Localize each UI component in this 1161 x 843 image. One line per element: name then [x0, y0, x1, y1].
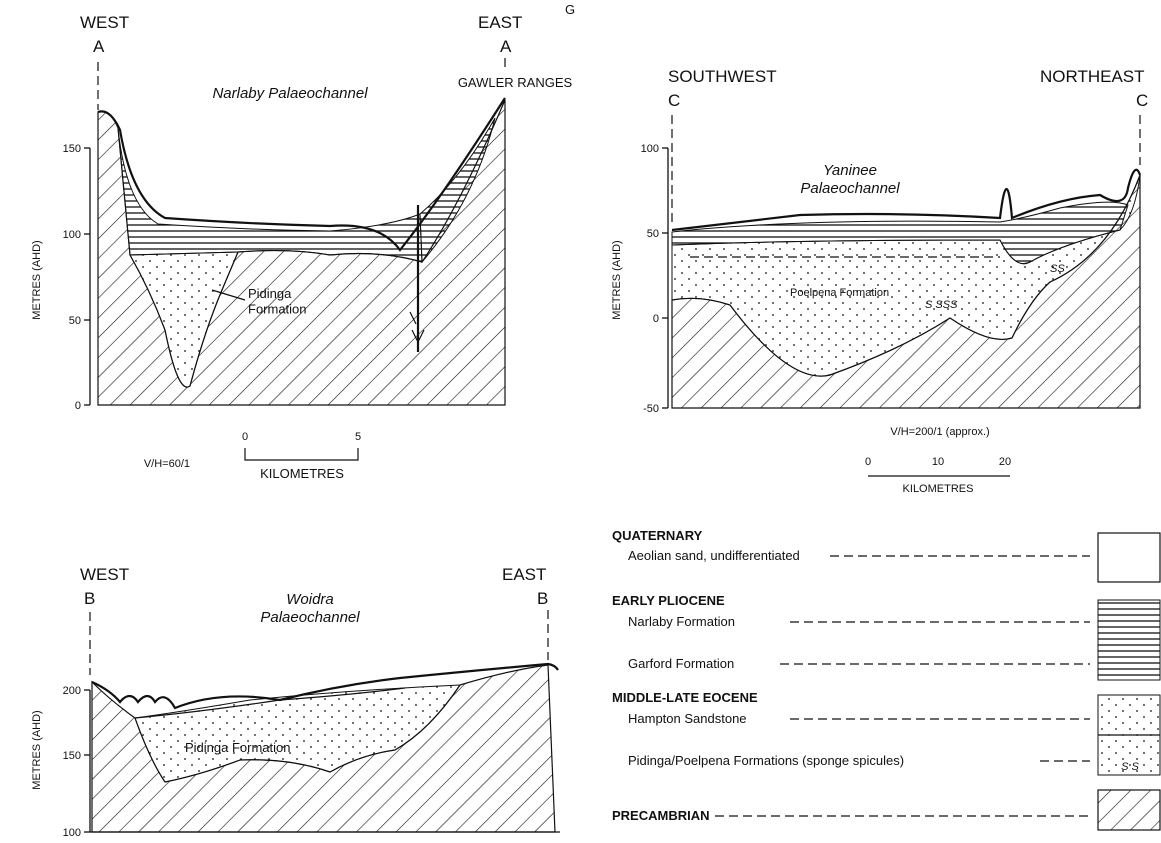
diagram: G WEST A EAST A GAWLER RANGES Narlaby Pa… — [0, 0, 1161, 843]
y-tick-label: 100 — [641, 143, 659, 155]
legend-swatch — [1098, 600, 1160, 680]
legend-age: PRECAMBRIAN — [612, 808, 710, 823]
y-axis-label: METRES (AHD) — [31, 240, 43, 319]
scale-tick: 10 — [932, 456, 944, 468]
legend: QUATERNARY Aeolian sand, undifferentiated… — [612, 528, 1160, 830]
y-tick-label: 0 — [653, 313, 659, 325]
legend-item: Pidinga/Poelpena Formations (sponge spic… — [628, 753, 904, 768]
feature-text: GAWLER RANGES — [458, 75, 573, 90]
right-label: EAST — [502, 565, 546, 584]
y-tick-label: 100 — [63, 827, 81, 839]
text-line: Pidinga — [248, 286, 292, 301]
scale-tick: 0 — [865, 456, 871, 468]
left-label: WEST — [80, 13, 129, 32]
legend-item: Garford Formation — [628, 656, 734, 671]
header-mark: G — [565, 2, 575, 17]
ratio: V/H=200/1 (approx.) — [890, 426, 989, 438]
text-line: Yaninee — [823, 162, 877, 179]
spicules: SS — [1050, 263, 1065, 275]
feature-label: GAWLER RANGES — [458, 75, 573, 90]
legend-item: Narlaby Formation — [628, 614, 735, 629]
right-marker: B — [537, 589, 548, 608]
right-label: EAST — [478, 13, 522, 32]
left-label: SOUTHWEST — [668, 67, 777, 86]
scale-bar — [245, 448, 358, 460]
y-tick-label: 200 — [63, 685, 81, 697]
y-tick-label: 100 — [63, 229, 81, 241]
legend-item: Hampton Sandstone — [628, 711, 747, 726]
formation-label: Poelpena Formation — [790, 287, 889, 299]
scale-unit: KILOMETRES — [260, 466, 344, 481]
text-line: Formation — [248, 302, 307, 317]
legend-item: Aeolian sand, undifferentiated — [628, 548, 800, 563]
y-axis-label: METRES (AHD) — [611, 240, 623, 319]
text-line: Woidra — [286, 591, 334, 608]
garford-narlaby — [118, 128, 422, 262]
legend-age: QUATERNARY — [612, 528, 703, 543]
scale-tick: 20 — [999, 456, 1011, 468]
spicule-swatch: S S — [1121, 761, 1139, 773]
y-tick-label: 150 — [63, 750, 81, 762]
left-label: WEST — [80, 565, 129, 584]
text-line: Palaeochannel — [260, 609, 360, 626]
y-ticks: 200 150 100 — [63, 685, 90, 839]
legend-age: EARLY PLIOCENE — [612, 593, 725, 608]
page: Palaeochannel cross-sections {"header": … — [0, 0, 1161, 843]
right-label: NORTHEAST — [1040, 67, 1145, 86]
y-ticks: 150 100 50 0 — [63, 143, 90, 412]
body: G WEST A EAST A GAWLER RANGES Narlaby Pa… — [0, 0, 1161, 843]
y-axis-label: METRES (AHD) — [31, 710, 43, 789]
legend-swatch — [1098, 790, 1160, 830]
scale-tick: 5 — [355, 431, 361, 443]
text-line: Palaeochannel — [800, 180, 900, 197]
legend-swatch — [1098, 533, 1160, 582]
y-tick-label: 50 — [69, 315, 81, 327]
panel-narlaby: WEST A EAST A GAWLER RANGES Narlaby Pala… — [31, 13, 573, 481]
y-tick-label: 150 — [63, 143, 81, 155]
formation-label: Pidinga Formation — [185, 740, 291, 755]
right-marker: C — [1136, 91, 1148, 110]
left-marker: C — [668, 91, 680, 110]
y-ticks: 100 50 0 -50 — [641, 143, 668, 415]
scale-unit: KILOMETRES — [903, 483, 974, 495]
y-tick-label: -50 — [643, 403, 659, 415]
right-marker: A — [500, 37, 512, 56]
ratio: V/H=60/1 — [144, 458, 190, 470]
legend-age: MIDDLE-LATE EOCENE — [612, 690, 758, 705]
scale-tick: 0 — [242, 431, 248, 443]
panel-title: Narlaby Palaeochannel — [212, 85, 368, 102]
spicules: S SSS — [925, 299, 958, 311]
y-tick-label: 0 — [75, 400, 81, 412]
y-tick-label: 50 — [647, 228, 659, 240]
left-marker: A — [93, 37, 105, 56]
left-marker: B — [84, 589, 95, 608]
